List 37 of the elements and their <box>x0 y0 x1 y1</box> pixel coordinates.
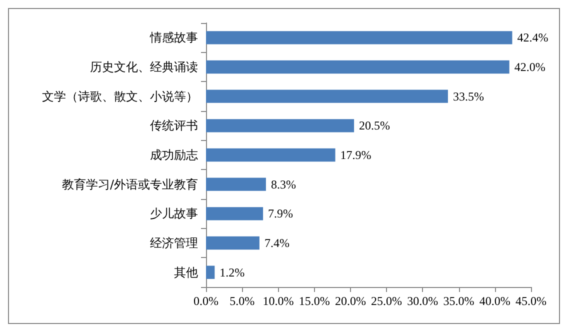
x-tick-label: 20.0% <box>334 294 366 308</box>
x-tick-label: 10.0% <box>262 294 294 308</box>
x-tick-label: 0.0% <box>194 294 218 308</box>
x-tick-label: 5.0% <box>230 294 255 308</box>
x-tick-label: 35.0% <box>443 294 474 308</box>
bar <box>206 178 266 191</box>
y-tick-label: 历史文化、经典诵读 <box>90 60 198 74</box>
data-label: 7.4% <box>264 236 290 250</box>
bar <box>206 60 510 74</box>
data-label: 7.9% <box>268 206 294 221</box>
data-label: 33.5% <box>452 89 484 104</box>
data-label: 17.9% <box>340 148 372 162</box>
y-tick-label: 少儿故事 <box>150 206 198 221</box>
y-tick-label: 其他 <box>174 265 198 280</box>
data-label: 8.3% <box>270 177 296 192</box>
y-tick-label: 传统评书 <box>150 118 198 133</box>
bar <box>206 119 354 132</box>
data-label: 1.2% <box>220 265 245 280</box>
data-label: 42.0% <box>514 60 546 74</box>
y-tick-label: 情感故事 <box>149 30 198 45</box>
y-tick-label: 文学（诗歌、散文、小说等） <box>42 89 198 104</box>
x-tick-label: 30.0% <box>407 294 438 308</box>
bar <box>206 266 215 279</box>
data-label: 20.5% <box>359 118 390 133</box>
y-tick-label: 成功励志 <box>150 148 198 162</box>
x-tick-label: 25.0% <box>371 294 402 308</box>
bar <box>206 90 448 103</box>
x-tick-label: 45.0% <box>516 294 546 308</box>
x-tick-label: 40.0% <box>479 294 510 308</box>
bar <box>206 148 336 162</box>
bar <box>206 236 260 250</box>
y-tick-label: 教育学习/外语或专业教育 <box>62 177 198 192</box>
x-tick-label: 15.0% <box>298 294 330 308</box>
data-label: 42.4% <box>517 30 548 45</box>
bar <box>206 31 512 44</box>
y-tick-label: 经济管理 <box>150 236 198 250</box>
bar <box>206 207 264 220</box>
